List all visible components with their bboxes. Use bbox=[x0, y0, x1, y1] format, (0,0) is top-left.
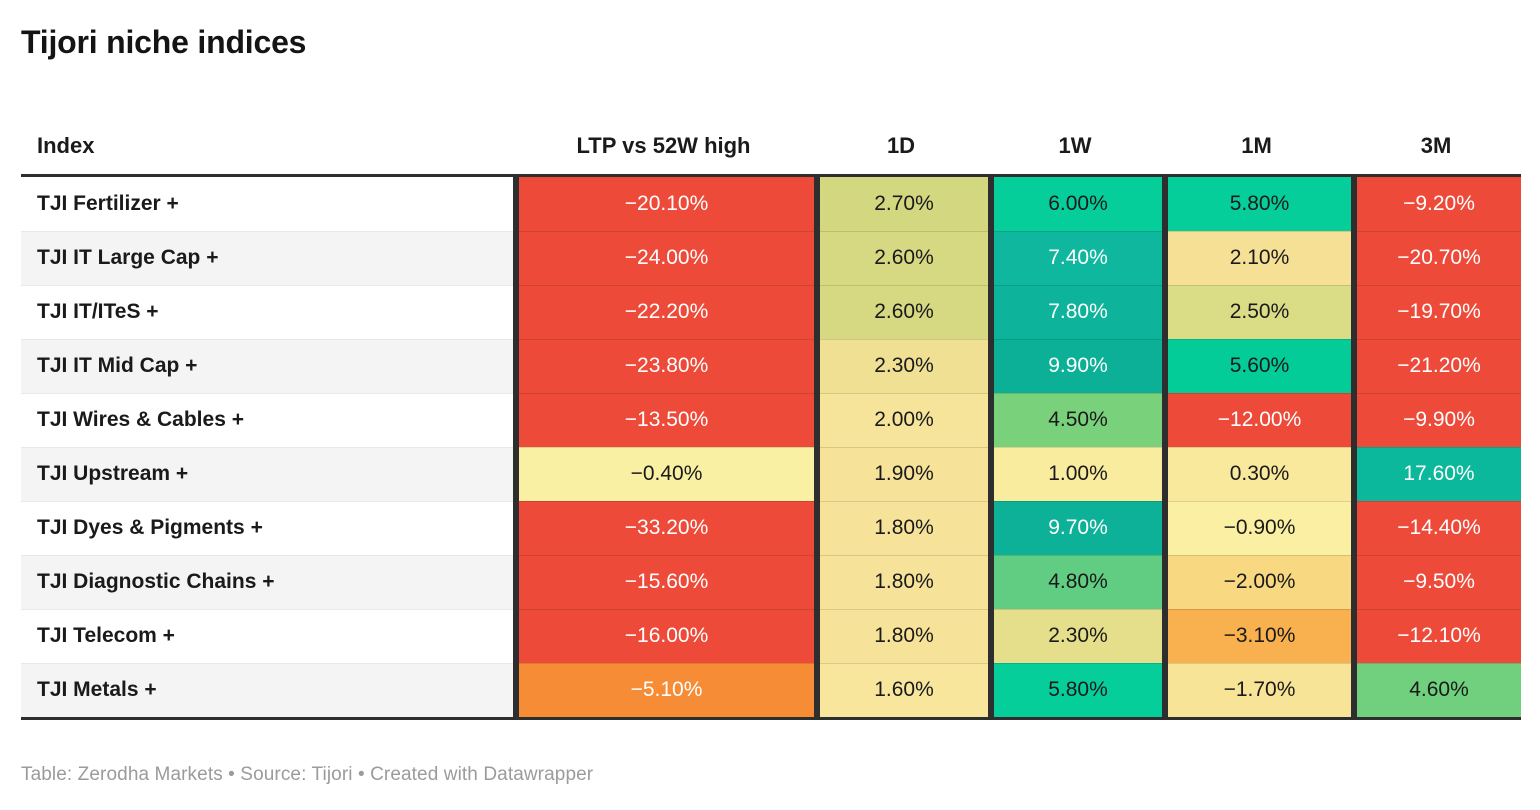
table-footer: Table: Zerodha Markets • Source: Tijori … bbox=[21, 763, 594, 785]
value-cell: 1.00% bbox=[988, 446, 1162, 501]
table-row: TJI IT Large Cap + −24.00% 2.60% 7.40% 2… bbox=[21, 230, 1521, 285]
value-cell: 7.40% bbox=[988, 230, 1162, 285]
value-cell: −13.50% bbox=[513, 392, 814, 447]
row-label: TJI Wires & Cables + bbox=[21, 392, 513, 447]
value-cell: −2.00% bbox=[1162, 554, 1351, 609]
column-header-1m: 1M bbox=[1241, 132, 1272, 158]
value-cell: 0.30% bbox=[1162, 446, 1351, 501]
value-cell: −9.50% bbox=[1351, 554, 1521, 609]
table-row: TJI Wires & Cables + −13.50% 2.00% 4.50%… bbox=[21, 392, 1521, 447]
row-label: TJI Telecom + bbox=[21, 608, 513, 663]
row-label: TJI IT Large Cap + bbox=[21, 230, 513, 285]
table-header-row: Index LTP vs 52W high 1D 1W 1M 3M bbox=[21, 118, 1521, 177]
value-cell: −1.70% bbox=[1162, 662, 1351, 717]
column-header-1d: 1D bbox=[886, 132, 916, 158]
table-row: TJI Metals + −5.10% 1.60% 5.80% −1.70% 4… bbox=[21, 662, 1521, 717]
value-cell: −0.90% bbox=[1162, 500, 1351, 555]
value-cell: 9.90% bbox=[988, 338, 1162, 393]
value-cell: 2.70% bbox=[814, 176, 988, 231]
value-cell: −5.10% bbox=[513, 662, 814, 717]
table-row: TJI Telecom + −16.00% 1.80% 2.30% −3.10%… bbox=[21, 608, 1521, 663]
table-row: TJI IT Mid Cap + −23.80% 2.30% 9.90% 5.6… bbox=[21, 338, 1521, 393]
value-cell: 1.80% bbox=[814, 608, 988, 663]
value-cell: 4.60% bbox=[1351, 662, 1521, 717]
value-cell: −23.80% bbox=[513, 338, 814, 393]
column-header-1w: 1W bbox=[1058, 132, 1092, 158]
value-cell: 6.00% bbox=[988, 176, 1162, 231]
value-cell: −16.00% bbox=[513, 608, 814, 663]
value-cell: 17.60% bbox=[1351, 446, 1521, 501]
table-row: TJI Fertilizer + −20.10% 2.70% 6.00% 5.8… bbox=[21, 176, 1521, 231]
table-row: TJI Dyes & Pigments + −33.20% 1.80% 9.70… bbox=[21, 500, 1521, 555]
value-cell: 1.80% bbox=[814, 500, 988, 555]
value-cell: 1.90% bbox=[814, 446, 988, 501]
row-label: TJI Fertilizer + bbox=[21, 176, 513, 231]
row-label: TJI Metals + bbox=[21, 662, 513, 717]
value-cell: 7.80% bbox=[988, 284, 1162, 339]
value-cell: −9.90% bbox=[1351, 392, 1521, 447]
value-cell: −9.20% bbox=[1351, 176, 1521, 231]
value-cell: 5.80% bbox=[988, 662, 1162, 717]
table-row: TJI Diagnostic Chains + −15.60% 1.80% 4.… bbox=[21, 554, 1521, 609]
value-cell: 2.60% bbox=[814, 284, 988, 339]
row-label: TJI Upstream + bbox=[21, 446, 513, 501]
datawrapper-table-page: Tijori niche indices Index LTP vs 52W hi… bbox=[21, 24, 1521, 785]
indices-table: Index LTP vs 52W high 1D 1W 1M 3M TJI Fe… bbox=[21, 118, 1521, 720]
value-cell: −33.20% bbox=[513, 500, 814, 555]
value-cell: −22.20% bbox=[513, 284, 814, 339]
value-cell: −21.20% bbox=[1351, 338, 1521, 393]
value-cell: 2.60% bbox=[814, 230, 988, 285]
value-cell: −12.00% bbox=[1162, 392, 1351, 447]
column-header-3m: 3M bbox=[1420, 132, 1452, 158]
value-cell: 4.80% bbox=[988, 554, 1162, 609]
table-body: TJI Fertilizer + −20.10% 2.70% 6.00% 5.8… bbox=[21, 176, 1521, 720]
column-header-ltp-52w: LTP vs 52W high bbox=[576, 132, 751, 158]
value-cell: 9.70% bbox=[988, 500, 1162, 555]
chart-title: Tijori niche indices bbox=[21, 24, 307, 60]
row-label: TJI IT Mid Cap + bbox=[21, 338, 513, 393]
value-cell: 5.60% bbox=[1162, 338, 1351, 393]
value-cell: −14.40% bbox=[1351, 500, 1521, 555]
value-cell: −0.40% bbox=[513, 446, 814, 501]
value-cell: −19.70% bbox=[1351, 284, 1521, 339]
value-cell: −24.00% bbox=[513, 230, 814, 285]
value-cell: 2.50% bbox=[1162, 284, 1351, 339]
value-cell: −12.10% bbox=[1351, 608, 1521, 663]
value-cell: −3.10% bbox=[1162, 608, 1351, 663]
row-label: TJI Dyes & Pigments + bbox=[21, 500, 513, 555]
value-cell: 1.80% bbox=[814, 554, 988, 609]
row-label: TJI Diagnostic Chains + bbox=[21, 554, 513, 609]
value-cell: 2.30% bbox=[814, 338, 988, 393]
column-header-index: Index bbox=[37, 132, 95, 158]
value-cell: 2.30% bbox=[988, 608, 1162, 663]
table-row: TJI IT/ITeS + −22.20% 2.60% 7.80% 2.50% … bbox=[21, 284, 1521, 339]
value-cell: −20.10% bbox=[513, 176, 814, 231]
value-cell: 4.50% bbox=[988, 392, 1162, 447]
value-cell: −20.70% bbox=[1351, 230, 1521, 285]
value-cell: 5.80% bbox=[1162, 176, 1351, 231]
value-cell: 2.10% bbox=[1162, 230, 1351, 285]
table-row: TJI Upstream + −0.40% 1.90% 1.00% 0.30% … bbox=[21, 446, 1521, 501]
value-cell: 1.60% bbox=[814, 662, 988, 717]
value-cell: −15.60% bbox=[513, 554, 814, 609]
value-cell: 2.00% bbox=[814, 392, 988, 447]
row-label: TJI IT/ITeS + bbox=[21, 284, 513, 339]
